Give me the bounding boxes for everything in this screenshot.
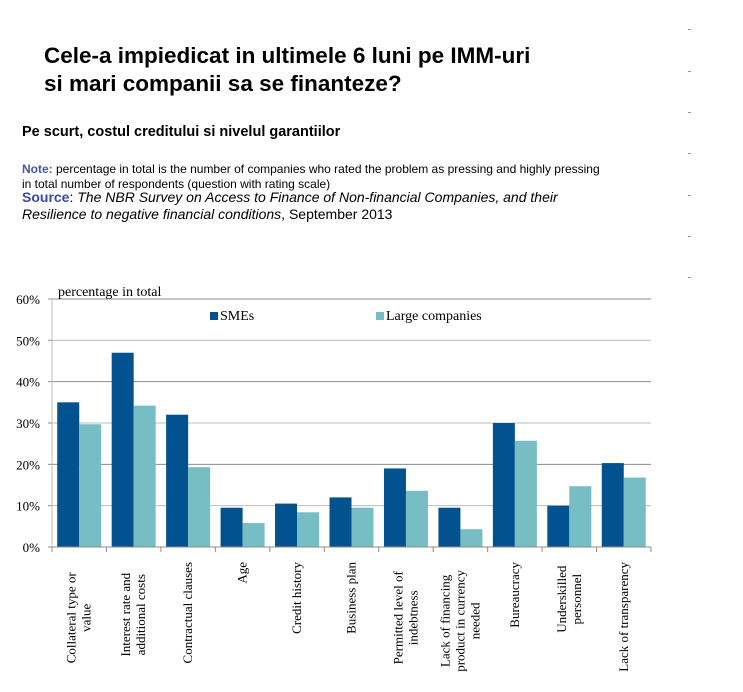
category-label-line: Lack of financing [437,574,452,667]
bar-large-companies [623,477,646,547]
category-label: Lack of transparency [616,562,631,672]
bar-large-companies [133,405,156,547]
bar-smes [547,505,570,547]
category-label-line: Credit history [289,562,304,634]
bar-smes [492,423,515,547]
title-line-2: si mari companii sa se finanteze? [44,71,402,96]
category-label-line: Business plan [344,562,359,634]
category-label-line: value [79,603,94,631]
source-title: The NBR Survey on Access to Finance of N… [22,189,558,222]
note-label: Note: [22,162,53,176]
edge-tick [688,277,691,278]
category-label-line: Contractual clauses [180,562,195,663]
note-text: percentage in total is the number of com… [22,162,600,191]
bar-large-companies [79,424,102,547]
bar-large-companies [351,507,374,547]
y-tick-label: 0% [23,540,41,555]
source-label: Source [22,189,70,205]
category-label-line: indebtness [405,590,420,645]
legend-label-large-companies: Large companies [386,309,482,324]
note: Note: percentage in total is the number … [22,162,602,192]
source: Source: The NBR Survey on Access to Fina… [22,189,602,223]
edge-tick [688,71,691,72]
title-line-1: Cele-a impiedicat in ultimele 6 luni pe … [44,43,531,68]
category-label-line: product in currency [452,570,467,672]
bar-large-companies [188,467,211,547]
edge-tick [688,195,691,196]
y-tick-label: 20% [16,457,40,472]
category-label-line: Bureaucracy [507,562,522,628]
edge-tick [688,29,691,30]
category-label-line: personnel [569,574,584,625]
legend: SMEs Large companies [210,309,482,324]
category-label-line: Collateral type or [64,572,79,664]
category-labels: Collateral type or value Interest rate and… [64,562,631,672]
bar-smes [383,468,406,547]
category-label: Permitted level of indebtness [390,571,420,665]
edge-tick [688,112,691,113]
category-label-line: Age [235,562,250,584]
category-label-line: additional costs [133,574,148,655]
bars [57,352,646,547]
bar-smes [438,507,461,547]
category-label: Business plan [344,562,359,634]
edge-tick [688,153,691,154]
category-label: Collateral type or value [64,572,94,664]
bar-large-companies [569,486,592,547]
category-label-line: Lack of transparency [616,562,631,672]
bar-smes [275,503,298,547]
y-tick-label: 30% [16,416,40,431]
bar-smes [601,463,624,547]
y-tick-label: 50% [16,333,40,348]
subtitle: Pe scurt, costul creditului si nivelul g… [22,124,341,140]
bar-large-companies [297,512,320,547]
edge-tick [688,236,691,237]
category-label: Bureaucracy [507,562,522,628]
bar-smes [166,414,189,547]
slide-edge-marks [688,0,708,300]
bar-smes [111,352,134,547]
bar-large-companies [242,523,265,547]
bar-large-companies [514,440,537,547]
y-axis-ticks: 0% 10% 20% 30% 40% 50% 60% [16,292,53,555]
legend-swatch-large-companies [376,312,384,320]
y-tick-label: 40% [16,375,40,390]
bar-large-companies [405,490,428,547]
category-label-line: Interest rate and [118,572,133,656]
y-tick-label: 60% [16,292,40,307]
category-label-line: Underskilled [554,565,569,633]
category-label: Contractual clauses [180,562,195,663]
category-label: Interest rate and additional costs [118,572,148,656]
y-tick-label: 10% [16,499,40,514]
category-label: Age [235,562,250,584]
category-label: Underskilled personnel [554,565,584,633]
category-label-line: needed [467,602,482,639]
bar-smes [57,402,80,547]
legend-label-smes: SMEs [220,309,254,324]
page-title: Cele-a impiedicat in ultimele 6 luni pe … [44,42,644,98]
bar-smes [329,497,352,547]
bar-smes [220,507,243,547]
source-colon: : [69,189,78,205]
category-label: Lack of financing product in currency need… [437,570,482,672]
bar-large-companies [460,529,483,547]
category-label: Credit history [289,562,304,634]
x-axis [51,546,652,552]
y-axis-title: percentage in total [58,285,162,300]
source-date: , September 2013 [281,206,393,222]
legend-swatch-smes [210,312,218,320]
category-label-line: Permitted level of [390,571,405,665]
